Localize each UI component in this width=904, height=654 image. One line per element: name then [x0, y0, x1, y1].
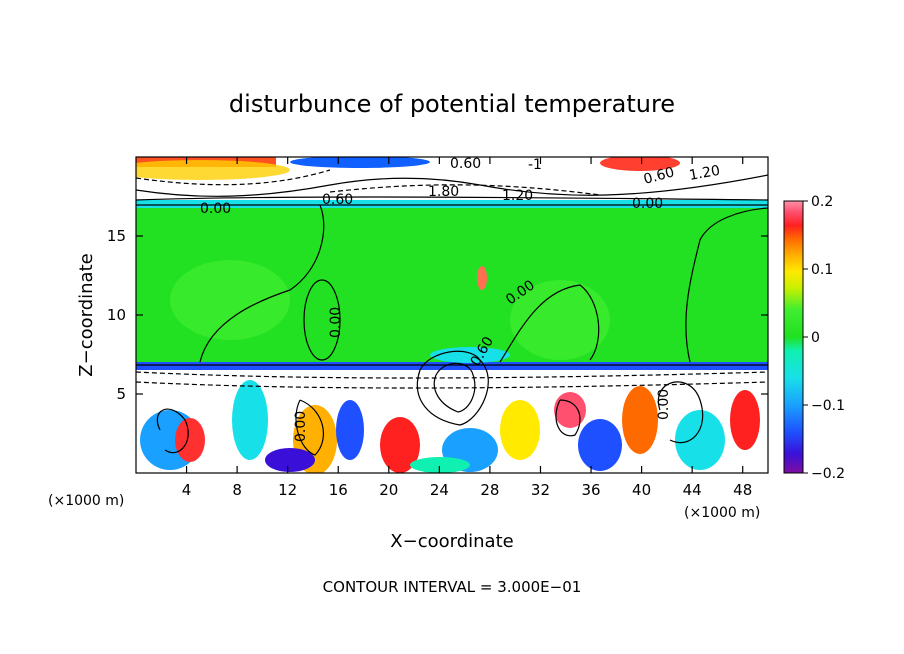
colorbar-tick-label: −0.1 — [811, 398, 845, 414]
x-tick-label: 48 — [733, 481, 752, 499]
heatmap-field — [136, 157, 768, 473]
colorbar-tick-label: 0 — [811, 330, 820, 346]
contour-label: 0.60 — [322, 192, 353, 208]
y-tick-label: 5 — [116, 385, 126, 403]
x-tick-label: 12 — [278, 481, 297, 499]
contour-label: 0.60 — [642, 164, 676, 188]
x-axis-unit: (×1000 m) — [684, 505, 760, 521]
contour-label: 0.00 — [200, 201, 231, 217]
x-tick-label: 20 — [379, 481, 398, 499]
contour-label: 0.00 — [656, 389, 672, 420]
contour-label: -1 — [528, 157, 542, 173]
contour-label: 1.20 — [502, 188, 533, 204]
x-tick-label: 32 — [531, 481, 550, 499]
x-tick-label: 4 — [182, 481, 192, 499]
contour-label: 0.60 — [450, 156, 481, 172]
colorbar-tick-label: 0.2 — [811, 194, 833, 210]
x-tick-label: 28 — [480, 481, 499, 499]
x-axis: 4 8 12 16 20 24 28 32 36 40 44 48 — [182, 157, 752, 499]
colorbar: 0.2 0.1 0 −0.1 −0.2 — [783, 194, 845, 482]
y-tick-label: 15 — [107, 227, 126, 245]
x-tick-label: 8 — [232, 481, 242, 499]
contour-label: 1.20 — [688, 163, 721, 184]
y-axis-label: Z−coordinate — [76, 253, 97, 376]
y-tick-label: 10 — [107, 306, 126, 324]
colorbar-tick-label: 0.1 — [811, 262, 833, 278]
x-axis-label: X−coordinate — [390, 531, 513, 552]
contour-label: 1.80 — [428, 184, 459, 200]
x-tick-label: 36 — [581, 481, 600, 499]
x-tick-label: 40 — [632, 481, 651, 499]
chart-title: disturbunce of potential temperature — [229, 90, 675, 118]
y-axis-unit: (×1000 m) — [48, 493, 124, 509]
contour-lines — [136, 169, 768, 456]
x-tick-label: 16 — [329, 481, 348, 499]
contour-label: 0.00 — [293, 411, 309, 442]
colorbar-tick-label: −0.2 — [811, 466, 845, 482]
y-axis: 5 10 15 — [107, 227, 768, 403]
contour-label: 0.00 — [328, 307, 344, 338]
contour-label: 0.00 — [632, 196, 663, 212]
x-tick-label: 24 — [430, 481, 449, 499]
x-tick-label: 44 — [683, 481, 702, 499]
contour-interval-note: CONTOUR INTERVAL = 3.000E−01 — [323, 578, 582, 596]
